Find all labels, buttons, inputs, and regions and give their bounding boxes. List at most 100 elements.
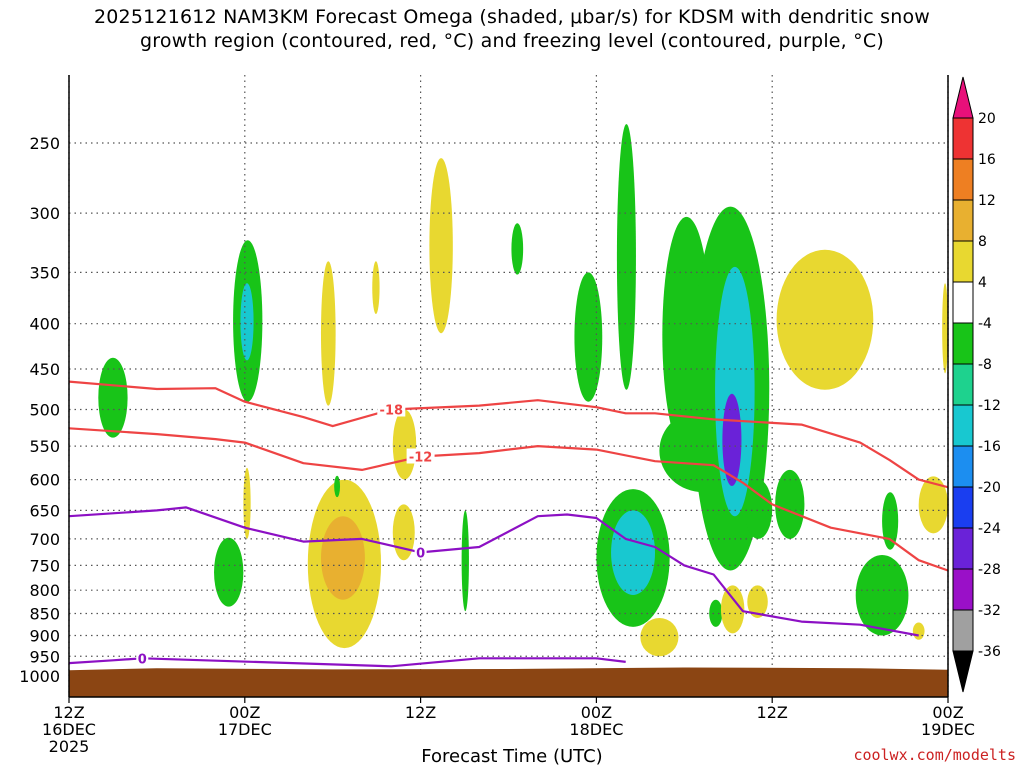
y-tick-label-350: 350	[29, 263, 60, 282]
colorbar-bin-3	[952, 199, 974, 242]
contour-label-1: -12	[409, 450, 433, 465]
colorbar-label-3: 8	[978, 234, 987, 250]
colorbar-label-7: -12	[978, 398, 1001, 414]
omega-region-18	[616, 124, 636, 390]
contour-label-bg-2	[414, 544, 427, 560]
colorbar-label-9: -20	[978, 480, 1001, 496]
chart-title-line-1: 2025121612 NAM3KM Forecast Omega (shaded…	[93, 6, 931, 28]
colorbar-label-0: 20	[978, 111, 996, 127]
axes: 250 300 350 400 450 500 550 600 650 700 750 800 850 9…	[19, 75, 975, 756]
omega-region-25	[709, 599, 723, 627]
omega-region-5	[320, 261, 336, 406]
omega-region-17	[611, 510, 656, 595]
omega-region-6	[372, 261, 380, 314]
colorbar-bin-13	[952, 609, 974, 652]
y-tick-label-850: 850	[29, 605, 60, 624]
contour-line-1	[69, 427, 948, 572]
omega-region-15	[574, 272, 603, 402]
y-tick-label-650: 650	[29, 501, 60, 520]
terrain-fill	[69, 667, 948, 697]
omega-region-13	[461, 510, 469, 612]
y-tick-label-800: 800	[29, 581, 60, 600]
y-tick-label-550: 550	[29, 437, 60, 456]
omega-region-2	[240, 283, 254, 361]
omega-region-31	[855, 555, 909, 636]
contour-label-bg-3	[136, 650, 149, 666]
contour-label-0: -18	[380, 404, 404, 419]
contour-label-bg-0	[377, 401, 406, 417]
y-tick-label-700: 700	[29, 530, 60, 549]
omega-region-33	[912, 622, 925, 640]
omega-region-30	[776, 249, 874, 390]
x-axis-label: Forecast Time (UTC)	[421, 746, 603, 767]
omega-region-23	[722, 393, 742, 486]
omega-region-12	[429, 158, 453, 334]
colorbar-bottom-arrow	[952, 650, 974, 693]
omega-region-28	[744, 479, 773, 539]
omega-region-27	[747, 585, 768, 619]
colorbar-bin-12	[952, 568, 974, 611]
x-tick-label-12-0: 00Z	[229, 703, 260, 722]
colorbar-label-10: -24	[978, 521, 1001, 537]
colorbar-bin-8	[952, 404, 974, 447]
omega-region-0	[98, 357, 128, 438]
y-tick-label-950: 950	[29, 647, 60, 666]
omega-region-4	[214, 537, 244, 607]
colorbar-label-4: 4	[978, 275, 987, 291]
temperature-contours: -18 -12 0 0	[69, 380, 948, 668]
colorbar-label-1: 16	[978, 152, 996, 168]
colorbar-label-2: 12	[978, 193, 996, 209]
colorbar-label-5: -4	[978, 316, 992, 332]
colorbar-bin-1	[952, 117, 974, 160]
x-tick-label-0-1: 16DEC	[42, 720, 96, 739]
x-tick-label-60-0: 00Z	[932, 703, 963, 722]
y-tick-label-400: 400	[29, 315, 60, 334]
colorbar-bin-4	[952, 240, 974, 283]
x-tick-label-36-1: 18DEC	[569, 720, 623, 739]
x-tick-label-24-0: 12Z	[405, 703, 436, 722]
colorbar-bin-9	[952, 445, 974, 488]
omega-region-32	[882, 492, 899, 550]
colorbar-top-arrow	[952, 76, 974, 119]
credit-text: coolwx.com/modelts	[853, 746, 1016, 764]
omega-region-29	[775, 469, 805, 539]
omega-region-10	[392, 409, 417, 480]
y-tick-label-750: 750	[29, 556, 60, 575]
x-tick-label-48-0: 12Z	[757, 703, 788, 722]
contour-label-bg-1	[406, 448, 435, 464]
y-tick-label-250: 250	[29, 134, 60, 153]
colorbar-bin-7	[952, 363, 974, 406]
x-tick-label-36-0: 00Z	[581, 703, 612, 722]
contour-line-0	[69, 380, 948, 489]
contour-line-3	[69, 657, 626, 668]
contour-line-2	[69, 506, 919, 637]
terrain-area	[69, 667, 948, 697]
colorbar-label-12: -32	[978, 603, 1001, 619]
y-tick-label-300: 300	[29, 204, 60, 223]
x-tick-label-0-2: 2025	[49, 737, 90, 756]
colorbar-bin-5	[952, 281, 974, 324]
colorbar-label-6: -8	[978, 357, 992, 373]
x-tick-label-0-0: 12Z	[53, 703, 84, 722]
omega-region-14	[511, 223, 524, 275]
omega-region-34	[918, 476, 948, 534]
chart-title-line-2: growth region (contoured, red, °C) and f…	[140, 30, 884, 52]
contour-label-3: 0	[138, 652, 147, 667]
colorbar-bin-10	[952, 486, 974, 529]
colorbar-bin-11	[952, 527, 974, 570]
x-tick-label-60-1: 19DEC	[921, 720, 975, 739]
omega-region-26	[720, 585, 745, 634]
y-tick-label-500: 500	[29, 401, 60, 420]
colorbar-label-11: -28	[978, 562, 1001, 578]
y-tick-label-1000: 1000	[19, 667, 60, 686]
colorbar-label-13: -36	[978, 644, 1001, 660]
omega-region-9	[334, 475, 341, 498]
omega-region-11	[392, 504, 415, 561]
colorbar-label-8: -16	[978, 439, 1001, 455]
colorbar-bin-2	[952, 158, 974, 201]
omega-shading	[98, 124, 948, 657]
omega-region-8	[320, 516, 365, 600]
contour-label-2: 0	[416, 546, 425, 561]
y-tick-label-600: 600	[29, 471, 60, 490]
